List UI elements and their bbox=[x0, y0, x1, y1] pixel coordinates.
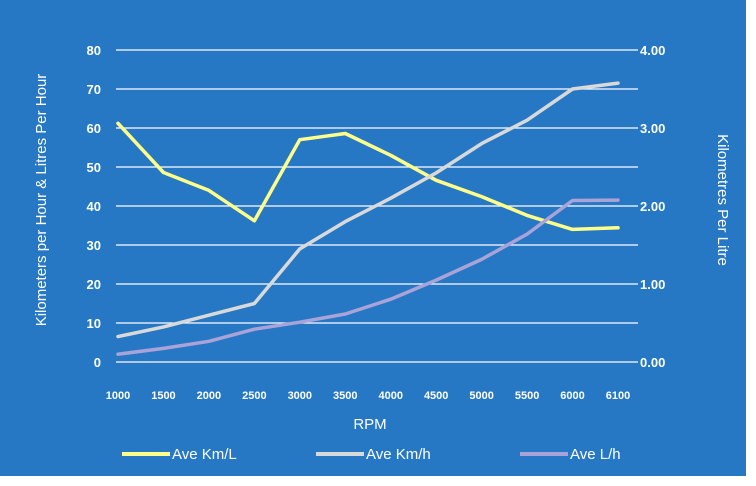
x-tick-label: 6100 bbox=[606, 390, 630, 402]
x-tick-label: 1000 bbox=[106, 390, 130, 402]
right-tick-label: 3.00 bbox=[640, 121, 665, 136]
left-tick-label: 0 bbox=[94, 355, 101, 370]
chart-container: 0 10 20 30 40 50 60 70 80 0.00 1.00 2.00 3.00 4.00 1… bbox=[0, 0, 746, 476]
x-tick-label: 2500 bbox=[242, 390, 266, 402]
x-tick-label: 4500 bbox=[424, 390, 448, 402]
series-line-1 bbox=[116, 81, 620, 339]
right-tick-label: 4.00 bbox=[640, 43, 665, 58]
x-tick-label: 5000 bbox=[469, 390, 493, 402]
line-chart: 0 10 20 30 40 50 60 70 80 0.00 1.00 2.00 3.00 4.00 1… bbox=[33, 43, 731, 463]
left-tick-label: 70 bbox=[87, 82, 101, 97]
legend: Ave Km/L Ave Km/h Ave L/h bbox=[122, 446, 621, 463]
left-tick-label: 60 bbox=[87, 121, 101, 136]
legend-label: Ave Km/L bbox=[172, 446, 237, 463]
x-tick-label: 2000 bbox=[197, 390, 221, 402]
left-tick-label: 30 bbox=[87, 238, 101, 253]
left-tick-label: 40 bbox=[87, 199, 101, 214]
left-tick-label: 20 bbox=[87, 277, 101, 292]
series-lines bbox=[116, 81, 620, 356]
x-axis-ticks: 1000 1500 2000 2500 3000 3500 4000 4500 5000 5500… bbox=[106, 390, 630, 402]
x-tick-label: 6000 bbox=[560, 390, 584, 402]
left-axis-ticks: 0 10 20 30 40 50 60 70 80 bbox=[87, 43, 101, 370]
right-axis-ticks: 0.00 1.00 2.00 3.00 4.00 bbox=[640, 43, 665, 370]
right-tick-label: 1.00 bbox=[640, 277, 665, 292]
right-axis-title: Kilometres Per Litre bbox=[714, 134, 731, 266]
left-tick-label: 50 bbox=[87, 160, 101, 175]
left-axis-title: Kilometers per Hour & Litres Per Hour bbox=[33, 74, 50, 327]
right-tick-label: 2.00 bbox=[640, 199, 665, 214]
x-tick-label: 4000 bbox=[378, 390, 402, 402]
left-tick-label: 80 bbox=[87, 43, 101, 58]
series-line-2 bbox=[116, 198, 620, 356]
left-tick-label: 10 bbox=[87, 316, 101, 331]
x-tick-label: 5500 bbox=[515, 390, 539, 402]
legend-label: Ave Km/h bbox=[366, 446, 431, 463]
series-line-0 bbox=[116, 121, 620, 232]
legend-label: Ave L/h bbox=[570, 446, 621, 463]
right-tick-label: 0.00 bbox=[640, 355, 665, 370]
x-tick-label: 1500 bbox=[151, 390, 175, 402]
x-axis-title: RPM bbox=[353, 416, 386, 433]
x-tick-label: 3000 bbox=[288, 390, 312, 402]
x-tick-label: 3500 bbox=[333, 390, 357, 402]
